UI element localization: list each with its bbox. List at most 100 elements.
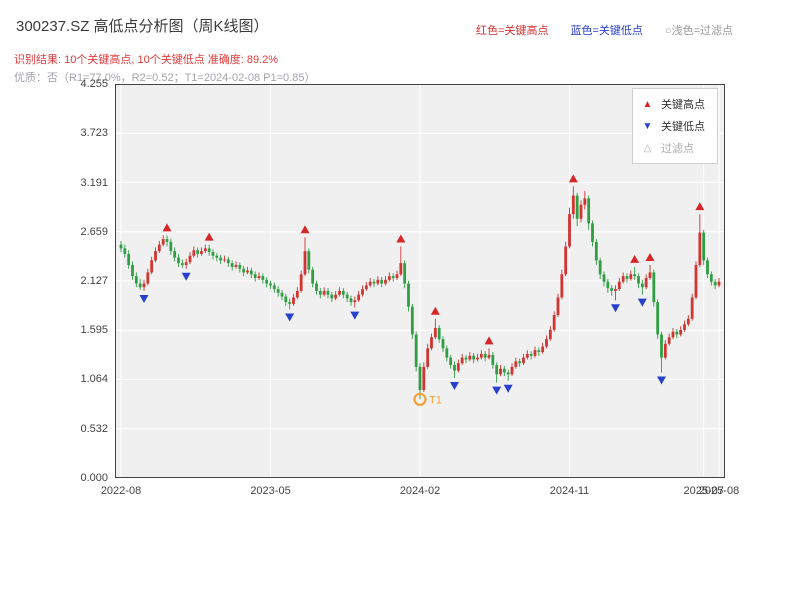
candle-body: [280, 292, 284, 297]
candle-body: [246, 270, 249, 273]
candle-body: [690, 297, 694, 319]
candle-body: [326, 290, 330, 295]
candle-body: [610, 288, 614, 291]
key-high-marker: [568, 174, 578, 183]
candle-body: [667, 337, 671, 344]
candle-body: [200, 251, 203, 254]
candle-body: [686, 318, 690, 325]
candle-body: [548, 329, 552, 340]
legend-item-key-low: ▼ 关键低点: [641, 118, 705, 134]
candle-body: [575, 195, 579, 219]
y-tick-label: 4.255: [80, 78, 108, 90]
top-legend-filter-label: ○浅色=过滤点: [664, 25, 733, 37]
recognition-result-text: 识别结果: 10个关键高点, 10个关键低点 准确度: 89.2%: [14, 54, 279, 66]
candle-body: [242, 268, 246, 273]
candle-body: [146, 272, 150, 284]
candle-body: [660, 334, 663, 358]
candle-body: [307, 251, 311, 270]
candle-body: [226, 259, 230, 264]
candle-body: [192, 250, 196, 256]
quality-result-text: 优质：否（R1=77.0%，R2=0.52；T1=2024-02-08 P1=0…: [14, 72, 316, 84]
candle-body: [353, 300, 357, 303]
candle-body: [679, 329, 683, 335]
candle-body: [529, 353, 533, 356]
x-tick-label: 2024-02: [399, 485, 441, 497]
key-low-triangle-icon: ▼: [642, 120, 653, 132]
candle-body: [403, 263, 407, 284]
candle-body: [376, 279, 380, 284]
candle-body: [330, 294, 334, 299]
candle-body: [180, 263, 184, 266]
candle-body: [702, 232, 706, 261]
candle-body: [640, 283, 644, 288]
legend-item-filter: △ 过滤点: [641, 140, 705, 156]
candle-body: [614, 289, 617, 291]
y-tick-label: 1.064: [80, 373, 108, 386]
candle-body: [560, 274, 564, 298]
candle-body: [410, 306, 414, 335]
candle-body: [299, 274, 303, 291]
candle-body: [349, 298, 353, 303]
candle-body: [606, 281, 610, 289]
candle-body: [430, 337, 433, 349]
candle-body: [629, 274, 633, 279]
candle-body: [633, 274, 637, 277]
candle-body: [472, 355, 476, 360]
key-low-marker: [285, 313, 295, 322]
x-tick-label: 2023-05: [250, 485, 291, 497]
candle-body: [154, 251, 157, 261]
candle-body: [284, 296, 288, 303]
key-low-marker: [139, 294, 149, 303]
key-high-marker: [204, 232, 214, 241]
candle-body: [617, 281, 621, 290]
candle-body: [433, 327, 437, 338]
y-tick-label: 2.127: [80, 275, 108, 288]
candle-body: [545, 339, 548, 347]
key-high-marker: [630, 254, 640, 263]
x-tick-label: 2024-11: [549, 485, 590, 497]
candle-body: [334, 294, 338, 299]
key-high-marker: [484, 336, 494, 345]
candle-body: [656, 302, 660, 335]
candle-body: [694, 265, 698, 298]
candle-body: [533, 350, 537, 356]
top-legend: 红色=关键高点 蓝色=关键低点 ○浅色=过滤点: [476, 22, 733, 38]
candle-body: [594, 241, 598, 261]
y-tick-label: 3.723: [80, 127, 108, 140]
candle-body: [338, 290, 341, 295]
x-tick-label: 2022-08: [100, 485, 142, 497]
candle-body: [437, 327, 441, 340]
candle-body: [602, 274, 606, 282]
y-tick-label: 0.000: [80, 472, 108, 484]
candle-body: [407, 283, 410, 307]
legend-key-high-label: 关键高点: [661, 99, 705, 111]
y-tick-label: 3.191: [80, 176, 108, 189]
candle-body: [276, 289, 280, 293]
candle-body: [713, 281, 717, 286]
candle-body: [127, 253, 131, 266]
candle-body: [709, 274, 713, 282]
candle-body: [644, 277, 648, 288]
key-low-marker: [492, 386, 502, 395]
key-low-marker: [611, 304, 620, 313]
candle-body: [422, 366, 426, 391]
candle-body: [525, 353, 529, 358]
candle-body: [391, 276, 395, 278]
x-tick-label: 2025-08: [698, 485, 740, 497]
candle-body: [487, 354, 491, 358]
key-low-marker: [637, 298, 647, 307]
candle-body: [257, 276, 261, 278]
candle-body: [134, 276, 138, 284]
candle-body: [161, 239, 165, 245]
candle-body: [445, 348, 449, 358]
key-low-marker: [657, 376, 666, 385]
legend-item-key-high: ▲ 关键高点: [641, 96, 705, 112]
candle-body: [173, 251, 177, 258]
key-high-marker: [695, 202, 705, 211]
key-high-marker: [162, 223, 172, 232]
candle-body: [238, 265, 242, 269]
candle-body: [138, 283, 142, 288]
key-low-marker: [181, 272, 191, 281]
candle-body: [663, 343, 667, 358]
